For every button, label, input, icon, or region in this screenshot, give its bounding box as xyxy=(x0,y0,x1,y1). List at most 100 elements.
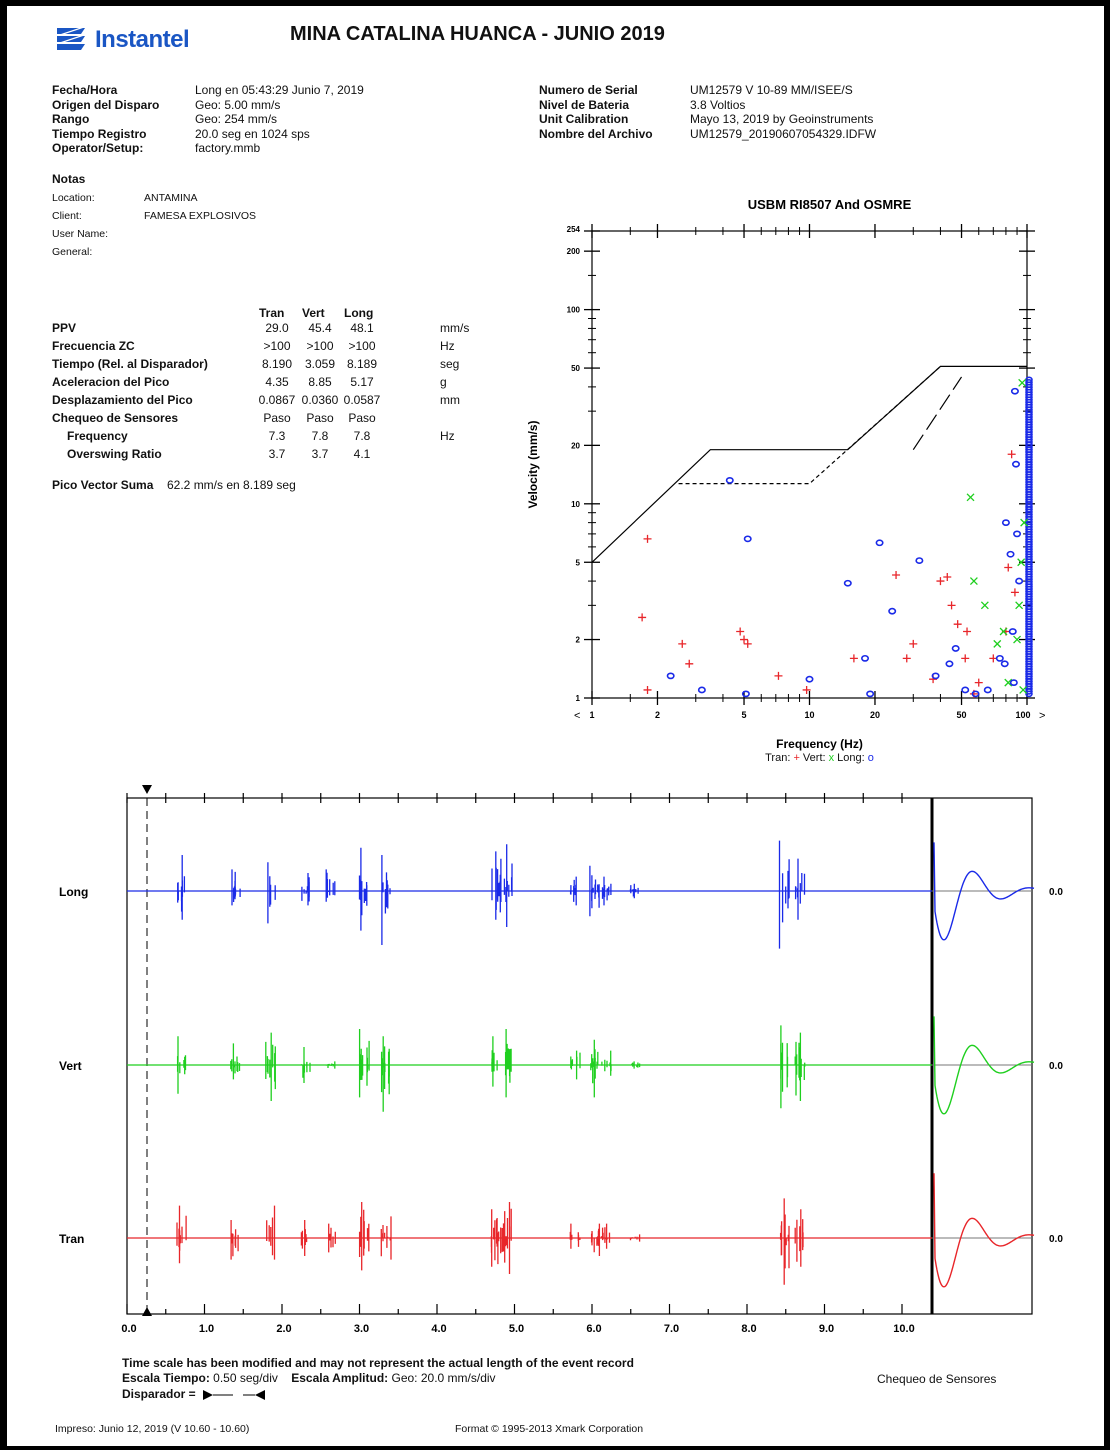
x-tick-label: 1 xyxy=(589,710,594,720)
unit-info-value: UM12579 V 10-89 MM/ISEE/S xyxy=(690,83,853,97)
long-point xyxy=(1011,460,1020,468)
plot-frame xyxy=(591,230,1028,699)
channel-zero-label: 0.0 xyxy=(1049,1061,1063,1072)
long-point-clipped xyxy=(1025,378,1033,386)
long-point xyxy=(1008,628,1017,635)
tran-point xyxy=(736,627,745,636)
y-tick-label: 50 xyxy=(571,364,580,373)
vert-point xyxy=(1020,518,1029,527)
vert-point xyxy=(980,601,989,610)
peak-cell: 5.17 xyxy=(350,375,374,389)
info-label: Origen del Disparo xyxy=(52,97,160,112)
x-tick-label: 2 xyxy=(655,710,660,720)
unit-info-value: Mayo 13, 2019 by Geoinstruments xyxy=(690,112,874,126)
vert-point xyxy=(993,639,1002,648)
waveform-frame xyxy=(126,797,1033,1315)
info-value: Geo: 5.00 mm/s xyxy=(195,97,281,112)
format-copyright: Format © 1995-2013 Xmark Corporation xyxy=(455,1423,644,1435)
tran-point xyxy=(1007,450,1016,459)
info-label: Operator/Setup: xyxy=(52,141,144,155)
vert-point xyxy=(1015,601,1024,610)
peak-cell: 0.0360 xyxy=(301,393,339,407)
vert-point xyxy=(1017,558,1026,567)
peak-col-header: Vert xyxy=(302,306,325,320)
peak-cell: 3.7 xyxy=(311,447,329,461)
limit-line-osmre xyxy=(912,376,963,451)
long-point xyxy=(983,686,992,694)
time-tick-label: 0.0 xyxy=(121,1323,136,1335)
scatter-legend: Tran: + Vert: x Long: o xyxy=(765,752,874,764)
notes-value: ANTAMINA xyxy=(144,192,198,204)
peak-cell: 8.190 xyxy=(261,357,293,371)
instantel-logo: Instantel xyxy=(55,22,225,58)
time-tick-label: 9.0 xyxy=(819,1323,834,1335)
tran-point xyxy=(974,678,983,687)
amp-scale-value: Geo: 20.0 mm/s/div xyxy=(391,1371,496,1385)
long-point xyxy=(961,686,970,694)
peak-cell: 8.85 xyxy=(308,375,332,389)
tran-point xyxy=(685,659,694,668)
info-value: Geo: 254 mm/s xyxy=(195,112,278,126)
vert-point xyxy=(1018,378,1027,387)
long-point xyxy=(945,660,954,668)
instantel-logo-icon xyxy=(57,28,85,50)
brand-name: Instantel xyxy=(95,26,190,53)
peak-unit: mm/s xyxy=(440,321,470,335)
notes-label: User Name: xyxy=(52,228,109,240)
long-point xyxy=(1013,530,1022,538)
time-tick-label: 4.0 xyxy=(431,1323,446,1335)
time-scale-label: Escala Tiempo: xyxy=(122,1371,210,1385)
y-tick-label: 20 xyxy=(571,441,580,450)
tran-point xyxy=(678,639,687,648)
info-label: Tiempo Registro xyxy=(52,126,147,141)
long-point xyxy=(866,690,875,698)
printed-date: Impreso: Junio 12, 2019 (V 10.60 - 10.60… xyxy=(55,1423,250,1435)
modified-scale-note: Time scale has been modified and may not… xyxy=(122,1356,634,1370)
long-point xyxy=(805,675,814,683)
time-tick-label: 5.0 xyxy=(509,1323,524,1335)
limit-line-upper xyxy=(591,365,1027,563)
peak-unit: seg xyxy=(440,357,460,371)
long-point xyxy=(1000,660,1009,668)
time-tick-label: 6.0 xyxy=(586,1323,601,1335)
unit-info-label: Unit Calibration xyxy=(539,112,629,126)
peak-cell: >100 xyxy=(263,339,291,353)
notes-title: Notas xyxy=(52,172,86,186)
long-point xyxy=(931,672,940,680)
peak-cell: 45.4 xyxy=(308,321,332,335)
tran-point xyxy=(774,671,783,680)
limit-line-lower xyxy=(678,365,941,485)
peak-cell: 4.35 xyxy=(265,375,289,389)
pvs-value: 62.2 mm/s en 8.189 seg xyxy=(167,478,296,492)
peak-cell: 29.0 xyxy=(265,321,289,335)
long-point xyxy=(843,579,852,587)
tran-point xyxy=(643,685,652,694)
tran-point xyxy=(953,620,962,629)
long-point xyxy=(1006,550,1015,558)
time-tick-label: 7.0 xyxy=(664,1323,679,1335)
sensor-check-waveform xyxy=(933,1173,1035,1288)
peak-row-label: Frecuencia ZC xyxy=(52,339,135,353)
long-point xyxy=(666,672,675,680)
tran-point xyxy=(947,601,956,610)
peak-cell: 0.0587 xyxy=(343,393,381,407)
unit-info-label: Numero de Serial xyxy=(539,83,638,97)
tran-point xyxy=(961,654,970,663)
tran-point xyxy=(963,627,972,636)
tran-point xyxy=(892,570,901,579)
peak-cell: 3.059 xyxy=(304,357,336,371)
long-point xyxy=(915,557,924,564)
peak-col-header: Tran xyxy=(259,306,285,320)
waveform-chart: 0.0 1.0 2.0 3.0 4.0 5.0 6.0 7.0 8.0 9.0 10.0 Long 0.… xyxy=(59,785,1063,1335)
tran-point xyxy=(1004,563,1013,572)
long-point xyxy=(1015,577,1024,585)
long-point xyxy=(1010,387,1019,395)
long-point xyxy=(861,654,870,662)
time-tick-label: 10.0 xyxy=(893,1323,914,1335)
y-tick-label: 10 xyxy=(571,500,580,509)
channel-label: Long xyxy=(59,885,88,899)
notes-label: Location: xyxy=(52,192,95,204)
tran-point xyxy=(849,654,858,663)
x-tick-label: 5 xyxy=(742,710,747,720)
info-label: Fecha/Hora xyxy=(52,83,118,97)
